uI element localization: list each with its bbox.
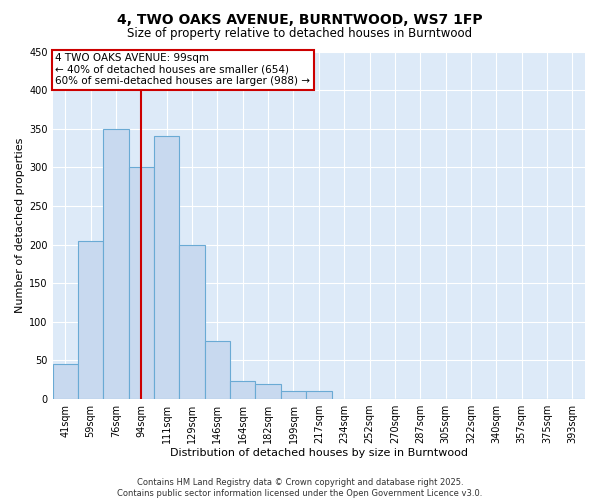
Bar [281, 392, 306, 399]
Bar [154, 136, 179, 399]
Bar [230, 381, 256, 399]
Text: Size of property relative to detached houses in Burntwood: Size of property relative to detached ho… [127, 28, 473, 40]
Bar [78, 240, 103, 399]
Bar [256, 384, 281, 399]
Bar [205, 341, 230, 399]
Bar [179, 244, 205, 399]
Text: Contains HM Land Registry data © Crown copyright and database right 2025.
Contai: Contains HM Land Registry data © Crown c… [118, 478, 482, 498]
Bar [129, 168, 154, 399]
Y-axis label: Number of detached properties: Number of detached properties [15, 138, 25, 313]
Bar [53, 364, 78, 399]
X-axis label: Distribution of detached houses by size in Burntwood: Distribution of detached houses by size … [170, 448, 468, 458]
Bar [306, 392, 332, 399]
Text: 4 TWO OAKS AVENUE: 99sqm
← 40% of detached houses are smaller (654)
60% of semi-: 4 TWO OAKS AVENUE: 99sqm ← 40% of detach… [55, 53, 310, 86]
Text: 4, TWO OAKS AVENUE, BURNTWOOD, WS7 1FP: 4, TWO OAKS AVENUE, BURNTWOOD, WS7 1FP [117, 12, 483, 26]
Bar [103, 128, 129, 399]
